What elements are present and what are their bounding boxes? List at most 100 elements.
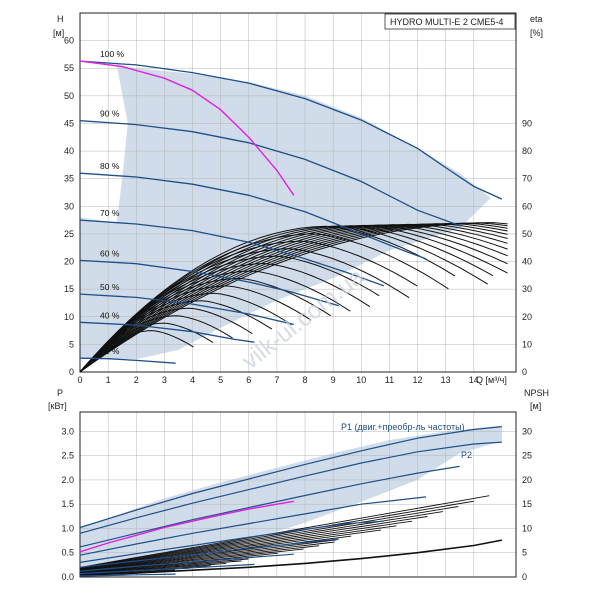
flow-tick-label: 13	[441, 375, 451, 385]
head-tick-label: 35	[64, 174, 74, 184]
power-curve	[79, 525, 397, 571]
power-axis-label: P	[57, 388, 63, 398]
flow-tick-label: 0	[77, 375, 82, 385]
speed-label: 70 %	[100, 208, 120, 218]
top-head-ticks: 0 5 10 15 20 25 30 35 40 45 50 55 60	[64, 36, 74, 377]
head-axis-label: H	[57, 14, 64, 24]
efficiency-curve	[79, 224, 508, 373]
eta-tick-label: 60	[522, 201, 532, 211]
efficiency-curve	[79, 222, 508, 373]
top-flow-ticks: 0 1 2 3 4 5 6 7 8 9 10 11 12 13 14	[77, 375, 478, 385]
bottom-power-curve-bundle	[79, 495, 503, 576]
npsh-curve	[79, 539, 503, 576]
eta-tick-label: 0	[522, 367, 527, 377]
head-tick-label: 30	[64, 201, 74, 211]
head-curve	[79, 293, 294, 326]
power-npsh-panel: 0.0 0.5 1.0 1.5 2.0 2.5 3.0 0 5 10 15 20 25 30 P [кВ…	[48, 388, 549, 582]
magenta-reference-curve	[79, 60, 295, 196]
power-tick-label: 0.5	[61, 548, 74, 558]
power-series-curve	[79, 465, 460, 548]
flow-tick-label: 2	[134, 375, 139, 385]
power-curve	[79, 500, 474, 569]
efficiency-curve	[79, 224, 508, 373]
efficiency-curve	[79, 225, 488, 373]
top-series-curves	[79, 60, 503, 364]
p1-curve-label: P1 (двиг.+преобр-ль частоты)	[341, 422, 465, 432]
efficiency-curve	[79, 223, 508, 373]
eta-tick-label: 20	[522, 312, 532, 322]
npsh-tick-label: 5	[522, 548, 527, 558]
flow-tick-label: 3	[162, 375, 167, 385]
power-tick-label: 1.0	[61, 523, 74, 533]
flow-tick-label: 10	[356, 375, 366, 385]
head-curve	[79, 60, 503, 200]
head-tick-label: 0	[69, 367, 74, 377]
eta-tick-label: 40	[522, 257, 532, 267]
flow-tick-label: 11	[385, 375, 394, 385]
head-tick-label: 55	[64, 63, 74, 73]
bottom-operating-area	[80, 425, 502, 568]
power-series-curve	[79, 426, 502, 529]
npsh-tick-label: 25	[522, 451, 532, 461]
chart-title: HYDRO MULTI-E 2 CME5-4	[390, 17, 503, 27]
power-tick-label: 2.0	[61, 475, 74, 485]
p2-curve-label: P2	[461, 450, 472, 460]
speed-label: 50 %	[100, 282, 120, 292]
speed-labels: 100 % 90 % 80 % 70 % 60 % 50 % 40 % 21 %	[100, 49, 125, 356]
head-curve	[79, 357, 176, 364]
npsh-tick-label: 20	[522, 475, 532, 485]
speed-label: 100 %	[100, 49, 125, 59]
speed-label: 40 %	[100, 310, 120, 320]
speed-label: 21 %	[100, 346, 120, 356]
power-series-curve	[79, 553, 294, 572]
head-curve	[79, 219, 385, 287]
power-series-curve	[79, 573, 176, 577]
head-tick-label: 5	[69, 339, 74, 349]
flow-tick-label: 7	[274, 375, 279, 385]
chart-title-box	[384, 13, 516, 30]
power-series-curve	[79, 538, 339, 568]
flow-tick-label: 9	[331, 375, 336, 385]
power-tick-label: 3.0	[61, 426, 74, 436]
power-tick-label: 2.5	[61, 451, 74, 461]
head-tick-label: 40	[64, 146, 74, 156]
power-series-curve	[79, 520, 384, 563]
npsh-axis-unit: [м]	[530, 401, 541, 411]
flow-tick-label: 4	[190, 375, 195, 385]
power-series-curve	[79, 441, 502, 534]
head-curve	[79, 321, 255, 343]
flow-tick-label: 12	[413, 375, 423, 385]
bottom-operating-area-fill	[80, 425, 502, 568]
speed-label: 90 %	[100, 109, 120, 119]
head-tick-label: 45	[64, 118, 74, 128]
power-curve	[79, 506, 459, 569]
eta-tick-label: 80	[522, 146, 532, 156]
head-curve	[79, 172, 427, 260]
head-tick-label: 15	[64, 284, 74, 294]
bottom-series-curves	[79, 426, 502, 577]
power-curve	[79, 535, 352, 571]
efficiency-curve	[79, 225, 456, 373]
eta-axis-unit: [%]	[530, 28, 543, 38]
head-axis-unit: [м]	[53, 28, 64, 38]
flow-tick-label: 14	[469, 375, 479, 385]
head-tick-label: 25	[64, 229, 74, 239]
power-tick-label: 1.5	[61, 499, 74, 509]
head-tick-label: 60	[64, 36, 74, 46]
npsh-axis-label: NPSH	[524, 388, 549, 398]
speed-label: 80 %	[100, 161, 120, 171]
flow-tick-label: 6	[246, 375, 251, 385]
power-tick-label: 0.0	[61, 572, 74, 582]
eta-tick-label: 30	[522, 284, 532, 294]
power-axis-unit: [кВт]	[48, 401, 67, 411]
efficiency-curve	[79, 222, 508, 373]
head-curve	[79, 259, 339, 307]
npsh-tick-label: 15	[522, 499, 532, 509]
magenta-power-curve	[79, 500, 294, 553]
power-curve	[79, 560, 242, 575]
npsh-tick-label: 30	[522, 426, 532, 436]
power-ticks: 0.0 0.5 1.0 1.5 2.0 2.5 3.0	[61, 426, 74, 582]
head-curve	[79, 120, 460, 227]
